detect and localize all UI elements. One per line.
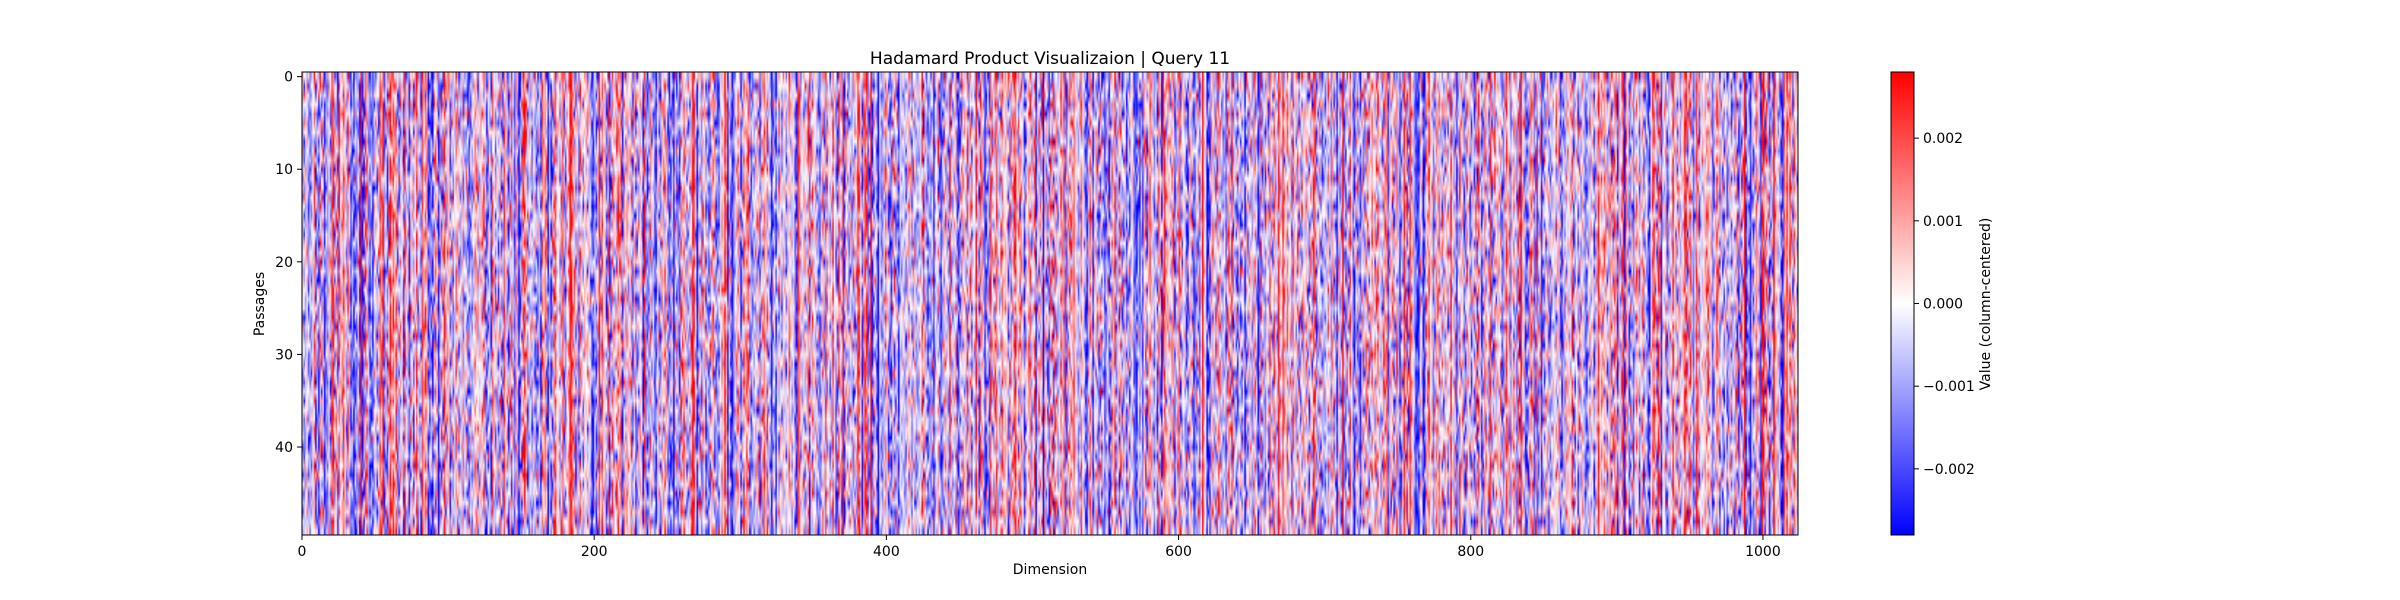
y-axis-label: Passages [252, 272, 268, 336]
x-tick-label: 400 [873, 544, 900, 560]
y-tick-label: 0 [284, 70, 293, 86]
heatmap [301, 71, 1799, 536]
colorbar [1890, 71, 1915, 536]
chart-title: Hadamard Product Visualizaion | Query 11 [870, 49, 1230, 69]
colorbar-tick-label: −0.002 [1923, 462, 1975, 478]
x-tick-label: 1000 [1745, 544, 1781, 560]
colorbar-tick-label: 0.000 [1923, 297, 1963, 313]
y-tick-label: 40 [275, 440, 293, 456]
x-tick-label: 800 [1457, 544, 1484, 560]
x-tick-label: 600 [1165, 544, 1192, 560]
colorbar-tick-label: 0.002 [1923, 131, 1963, 147]
y-tick-label: 30 [275, 347, 293, 363]
x-axis: 0 200 400 600 800 1000 [298, 535, 1781, 560]
colorbar-label: Value (column-centered) [1978, 218, 1994, 391]
x-axis-label: Dimension [1013, 562, 1087, 578]
y-tick-label: 20 [275, 255, 293, 271]
colorbar-tick-label: −0.001 [1923, 379, 1975, 395]
y-tick-label: 10 [275, 162, 293, 178]
colorbar-tick-label: 0.001 [1923, 214, 1963, 230]
plot-frame [301, 71, 1799, 536]
x-tick-label: 0 [298, 544, 307, 560]
x-tick-label: 200 [581, 544, 608, 560]
colorbar-axis: −0.002 −0.001 0.000 0.001 0.002 [1914, 131, 1975, 478]
y-axis: 0 10 20 30 40 [275, 70, 302, 456]
